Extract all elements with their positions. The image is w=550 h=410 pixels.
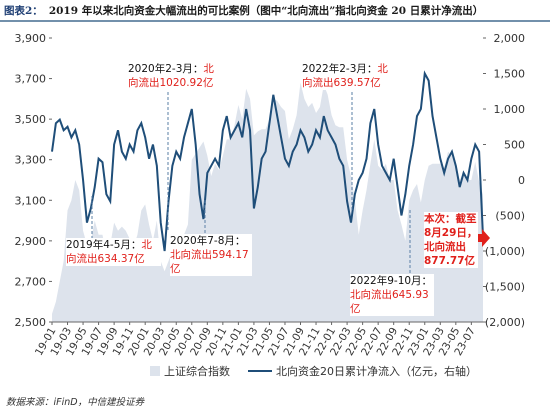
y2-tick-label: (2,000) bbox=[485, 316, 525, 329]
y2-tick-label: (500) bbox=[495, 210, 525, 223]
annotation-text: 2019年4-5月： bbox=[66, 239, 142, 251]
y-tick-label: 3,100 bbox=[15, 194, 47, 207]
annotation: 2022年9-10月： 北向流出645.93亿 bbox=[350, 274, 434, 316]
annotation: 2020年2-3月：北向流出1020.92亿 bbox=[128, 62, 216, 90]
y2-tick-label: (1,500) bbox=[485, 281, 525, 294]
annotation-highlight: 本次：截至8月29日，北向流出877.77亿 bbox=[424, 213, 478, 267]
y2-tick-label: 1,000 bbox=[494, 103, 526, 116]
y-tick-label: 2,500 bbox=[15, 316, 47, 329]
legend-label: 北向资金20日累计净流入（亿元，右轴） bbox=[276, 364, 477, 378]
y2-tick-label: 2,000 bbox=[494, 32, 526, 45]
annotation-highlight: 北向流出634.37亿 bbox=[66, 239, 152, 265]
annotation: 本次：截至8月29日，北向流出877.77亿 bbox=[424, 212, 478, 268]
y-tick-label: 3,900 bbox=[15, 32, 47, 45]
annotation-text: 2022年9-10月： bbox=[350, 275, 433, 287]
y-tick-label: 3,300 bbox=[15, 154, 47, 167]
annotation: 2020年7-8月： 北向流出594.17亿 bbox=[170, 234, 252, 276]
annotation-text: 2020年2-3月： bbox=[128, 63, 204, 75]
source: 数据来源：iFinD，中信建投证券 bbox=[6, 397, 145, 408]
annotation-text: 2022年2-3月： bbox=[302, 63, 378, 75]
y-tick-label: 2,700 bbox=[15, 275, 47, 288]
header: 图表2： 2019 年以来北向资金大幅流出的可比案例（图中“北向流出”指北向资金 … bbox=[4, 3, 483, 18]
y-tick-label: 2,900 bbox=[15, 235, 47, 248]
annotation-highlight: 北向流出1020.92亿 bbox=[128, 63, 214, 89]
arrow bbox=[472, 229, 490, 247]
legend-swatch bbox=[150, 366, 160, 376]
annotation-highlight: 北向流出639.57亿 bbox=[302, 63, 388, 89]
y2-tick-label: 500 bbox=[504, 139, 525, 152]
header-label: 图表2： bbox=[4, 5, 43, 17]
line bbox=[51, 70, 484, 252]
annotation-text: 2020年7-8月： bbox=[170, 235, 246, 247]
legend-label: 上证综合指数 bbox=[164, 364, 230, 378]
annotation: 2019年4-5月：北向流出634.37亿 bbox=[66, 238, 161, 266]
annotation-highlight: 北向流出594.17亿 bbox=[170, 249, 249, 275]
header-title: 2019 年以来北向资金大幅流出的可比案例（图中“北向流出”指北向资金 20 日… bbox=[48, 5, 484, 17]
y-tick-label: 3,700 bbox=[15, 73, 47, 86]
annotation: 2022年2-3月：北向流出639.57亿 bbox=[302, 62, 390, 90]
y-tick-label: 3,500 bbox=[15, 113, 47, 126]
y2-tick-label: (1,000) bbox=[485, 245, 525, 258]
y2-tick-label: 0 bbox=[518, 174, 525, 187]
y2-tick-label: 1,500 bbox=[494, 68, 526, 81]
annotation-highlight: 北向流出645.93亿 bbox=[350, 289, 429, 315]
